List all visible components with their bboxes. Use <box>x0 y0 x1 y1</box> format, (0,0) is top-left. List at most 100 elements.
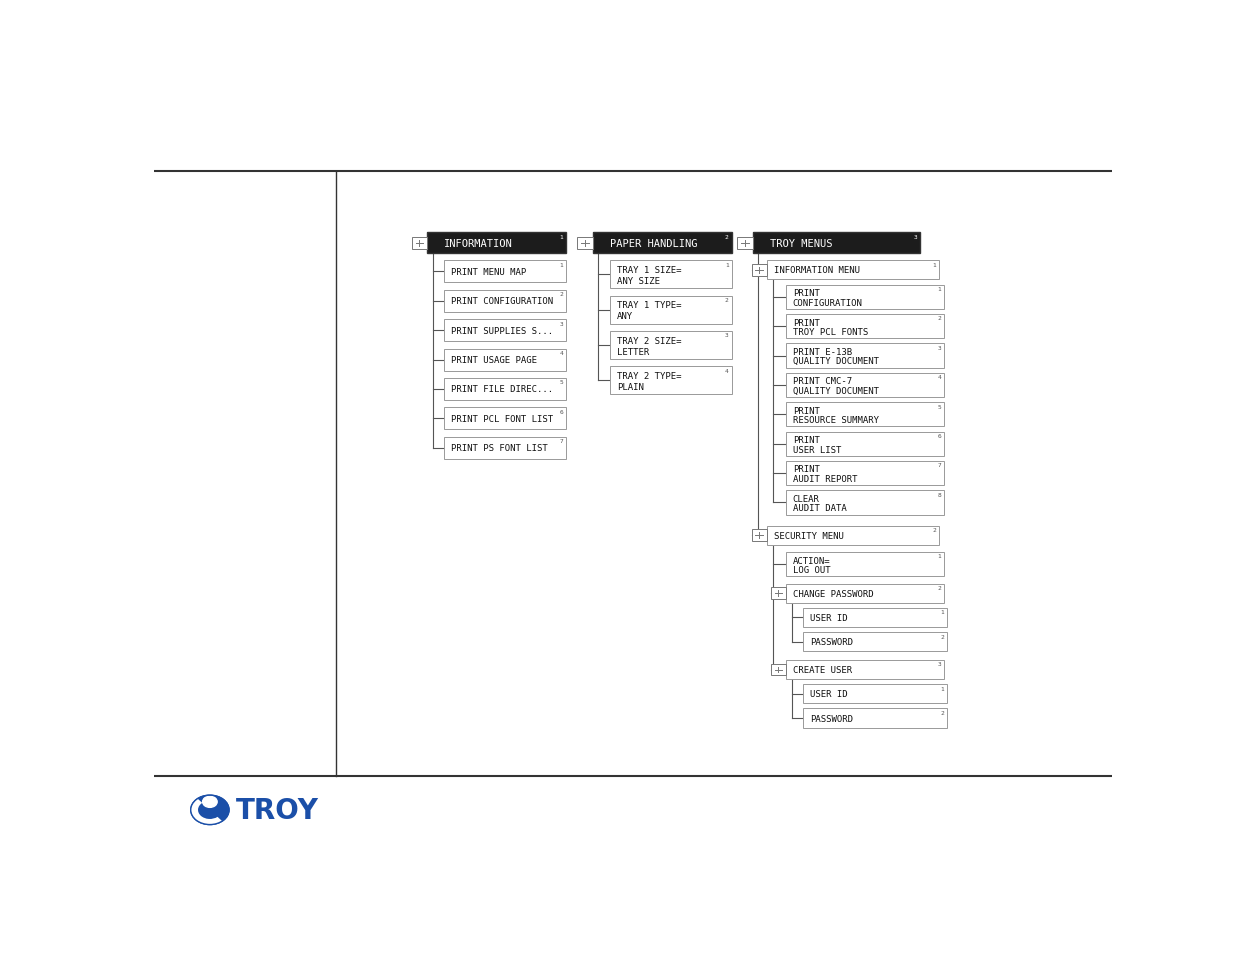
Text: 1: 1 <box>937 554 941 558</box>
Text: ANY: ANY <box>616 312 632 321</box>
Text: PRINT CMC-7: PRINT CMC-7 <box>793 376 852 386</box>
Bar <box>785 461 944 486</box>
Text: CLEAR: CLEAR <box>793 495 820 503</box>
Text: 2: 2 <box>940 634 944 639</box>
Text: SECURITY MENU: SECURITY MENU <box>773 531 844 540</box>
Text: 1: 1 <box>940 686 944 691</box>
Text: TRAY 2 SIZE=: TRAY 2 SIZE= <box>616 336 682 345</box>
Text: PRINT MENU MAP: PRINT MENU MAP <box>451 268 526 276</box>
Text: LETTER: LETTER <box>616 347 648 356</box>
Text: 2: 2 <box>932 528 936 533</box>
Text: 4: 4 <box>725 368 729 374</box>
Text: 6: 6 <box>937 434 941 438</box>
Bar <box>803 684 947 703</box>
Bar <box>752 233 920 253</box>
Bar <box>445 261 566 283</box>
Bar <box>593 233 731 253</box>
Bar <box>785 403 944 427</box>
Text: RESOURCE SUMMARY: RESOURCE SUMMARY <box>793 416 879 425</box>
Bar <box>771 588 785 599</box>
Bar <box>427 233 566 253</box>
Text: LOG OUT: LOG OUT <box>793 565 830 575</box>
Bar <box>752 265 767 276</box>
Bar <box>411 237 427 250</box>
Bar <box>785 553 944 577</box>
Text: USER ID: USER ID <box>810 690 847 699</box>
Text: PASSWORD: PASSWORD <box>810 714 853 722</box>
Text: PRINT: PRINT <box>793 406 820 416</box>
Bar <box>610 332 731 359</box>
Text: 4: 4 <box>559 351 563 355</box>
Text: ANY SIZE: ANY SIZE <box>616 276 659 286</box>
Text: 2: 2 <box>940 710 944 715</box>
Text: 2: 2 <box>937 585 941 591</box>
Text: PRINT SUPPLIES S...: PRINT SUPPLIES S... <box>451 326 553 335</box>
Text: TROY MENUS: TROY MENUS <box>769 238 832 249</box>
Bar <box>610 296 731 324</box>
Text: INFORMATION MENU: INFORMATION MENU <box>773 266 860 275</box>
Text: 8: 8 <box>937 493 941 497</box>
Bar <box>752 233 920 253</box>
Bar <box>445 291 566 313</box>
Text: TRAY 1 TYPE=: TRAY 1 TYPE= <box>616 301 682 310</box>
Bar <box>785 432 944 456</box>
Bar <box>771 664 785 676</box>
Text: TRAY 2 TYPE=: TRAY 2 TYPE= <box>616 372 682 380</box>
Text: PRINT: PRINT <box>793 436 820 445</box>
Bar <box>785 660 944 679</box>
Text: PRINT CONFIGURATION: PRINT CONFIGURATION <box>451 297 553 306</box>
Text: 3: 3 <box>914 234 918 240</box>
Text: PAPER HANDLING: PAPER HANDLING <box>610 238 698 249</box>
Text: AUDIT REPORT: AUDIT REPORT <box>793 475 857 483</box>
Text: PRINT PCL FONT LIST: PRINT PCL FONT LIST <box>451 415 553 423</box>
Circle shape <box>190 796 228 824</box>
Bar <box>737 237 752 250</box>
Text: CHANGE PASSWORD: CHANGE PASSWORD <box>793 589 873 598</box>
Text: 5: 5 <box>937 404 941 409</box>
Text: USER ID: USER ID <box>810 614 847 622</box>
Text: USER LIST: USER LIST <box>793 445 841 454</box>
Text: INFORMATION: INFORMATION <box>445 238 513 249</box>
Text: TROY PCL FONTS: TROY PCL FONTS <box>793 328 868 336</box>
Bar <box>803 608 947 627</box>
Text: PRINT E-13B: PRINT E-13B <box>793 348 852 356</box>
Text: ACTION=: ACTION= <box>793 556 830 565</box>
Bar <box>610 367 731 395</box>
Wedge shape <box>190 799 222 824</box>
Text: 5: 5 <box>559 380 563 385</box>
Text: 1: 1 <box>932 263 936 268</box>
Text: PRINT PS FONT LIST: PRINT PS FONT LIST <box>451 444 548 453</box>
Text: QUALITY DOCUMENT: QUALITY DOCUMENT <box>793 386 879 395</box>
Text: 1: 1 <box>559 263 563 268</box>
Text: 6: 6 <box>559 410 563 415</box>
Text: 2: 2 <box>937 316 941 321</box>
Bar <box>445 408 566 430</box>
Text: PRINT: PRINT <box>793 465 820 474</box>
Bar <box>803 633 947 652</box>
Bar <box>578 237 593 250</box>
Bar <box>445 437 566 459</box>
Bar <box>785 491 944 515</box>
Text: 1: 1 <box>725 263 729 268</box>
Text: 3: 3 <box>725 333 729 338</box>
Text: PRINT: PRINT <box>793 289 820 298</box>
Text: PRINT USAGE PAGE: PRINT USAGE PAGE <box>451 355 537 365</box>
Text: PRINT FILE DIREC...: PRINT FILE DIREC... <box>451 385 553 394</box>
Bar <box>445 378 566 400</box>
Bar <box>785 314 944 339</box>
Text: 1: 1 <box>937 287 941 292</box>
Bar <box>752 530 767 541</box>
Bar <box>785 584 944 603</box>
Text: 7: 7 <box>559 438 563 444</box>
Text: TROY: TROY <box>236 796 319 824</box>
Text: QUALITY DOCUMENT: QUALITY DOCUMENT <box>793 357 879 366</box>
Text: TRAY 1 SIZE=: TRAY 1 SIZE= <box>616 266 682 274</box>
Text: 3: 3 <box>559 321 563 326</box>
Bar <box>785 374 944 397</box>
Circle shape <box>203 797 217 807</box>
Text: CONFIGURATION: CONFIGURATION <box>793 298 863 307</box>
Text: PRINT: PRINT <box>793 318 820 327</box>
Text: 3: 3 <box>937 346 941 351</box>
Text: 2: 2 <box>725 234 729 240</box>
Bar <box>445 320 566 342</box>
